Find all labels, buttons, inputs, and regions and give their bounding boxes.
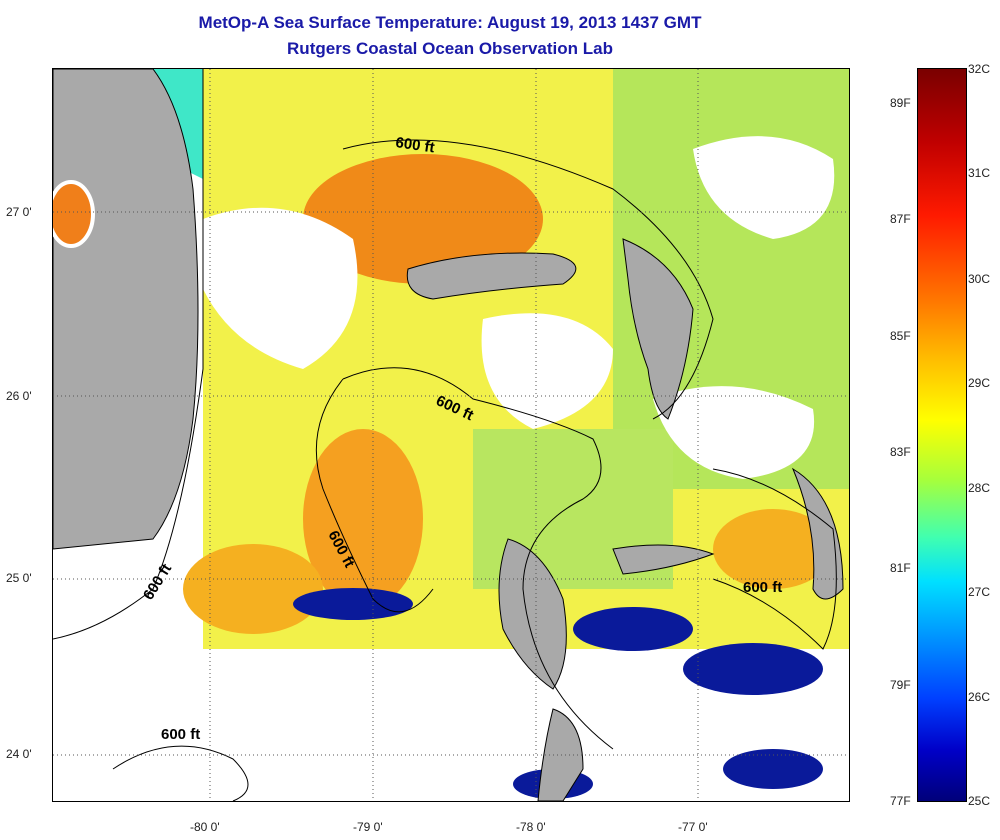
sst-cold-patch-3: [683, 643, 823, 695]
cloud-patch-1: [203, 207, 358, 369]
contour-label-5: 600 ft: [743, 579, 782, 596]
cloud-patch-3: [693, 136, 835, 239]
sst-warm-patch-southwest: [183, 544, 323, 634]
colorbar-label-77f: 77F: [890, 794, 911, 808]
contour-line-north: [342, 139, 714, 420]
colorbar-label-28c: 28C: [968, 481, 991, 495]
colorbar-label-26c: 26C: [968, 690, 991, 704]
colorbar-label-27c: 27C: [968, 585, 991, 599]
sst-cold-patch-4: [723, 749, 823, 789]
sst-warm-patch-east: [713, 509, 833, 589]
colorbar-label-25c: 25C: [968, 794, 991, 808]
sst-warm-patch-north: [303, 154, 543, 284]
land-eleuthera-east: [791, 467, 844, 600]
sst-map: 600 ft 600 ft 600 ft 600 ft 600 ft 600 f…: [52, 68, 850, 802]
lat-label-24: 24 0': [6, 747, 32, 761]
lat-label-26: 26 0': [6, 389, 32, 403]
colorbar-gradient: [918, 69, 966, 801]
contour-line-florida: [53, 69, 204, 640]
contour-label-6: 600 ft: [161, 726, 200, 743]
colorbar-label-83f: 83F: [890, 445, 911, 459]
lat-label-27: 27 0': [6, 205, 32, 219]
colorbar-label-29c: 29C: [968, 376, 991, 390]
graticule: [53, 69, 849, 801]
land-eleuthera-west: [612, 544, 715, 575]
title-line-2: Rutgers Coastal Ocean Observation Lab: [287, 39, 613, 58]
land-grand-bahama: [406, 252, 577, 300]
lat-label-25: 25 0': [6, 571, 32, 585]
contour-line-south: [112, 745, 249, 801]
sst-map-canvas: 600 ft 600 ft 600 ft 600 ft 600 ft 600 f…: [53, 69, 849, 801]
colorbar-label-79f: 79F: [890, 678, 911, 692]
colorbar-label-31c: 31C: [968, 166, 991, 180]
lon-label-78: -78 0': [516, 820, 546, 834]
cloud-patch-4: [653, 386, 815, 479]
sst-cold-patch-1: [293, 588, 413, 620]
cloud-patch-south: [53, 649, 393, 801]
sst-cold-patch-2: [573, 607, 693, 651]
colorbar-label-30c: 30C: [968, 272, 991, 286]
colorbar: [917, 68, 967, 802]
land-florida: [53, 69, 199, 550]
lon-label-79: -79 0': [353, 820, 383, 834]
land-andros-north: [498, 538, 567, 690]
contour-label-1: 600 ft: [394, 134, 435, 156]
land-andros-south: [537, 708, 584, 801]
colorbar-label-85f: 85F: [890, 329, 911, 343]
contour-line-central: [342, 367, 614, 750]
lon-label-77: -77 0': [678, 820, 708, 834]
colorbar-label-89f: 89F: [890, 96, 911, 110]
cloud-patch-2: [481, 313, 613, 429]
sst-warm-patch-central: [303, 429, 423, 609]
colorbar-label-81f: 81F: [890, 561, 911, 575]
title-line-1: MetOp-A Sea Surface Temperature: August …: [198, 13, 702, 32]
land-lake-okeechobee: [53, 180, 95, 248]
contour-line-east: [712, 468, 837, 650]
contour-line-west: [315, 378, 434, 613]
colorbar-label-87f: 87F: [890, 212, 911, 226]
lon-label-80: -80 0': [190, 820, 220, 834]
map-title: MetOp-A Sea Surface Temperature: August …: [0, 10, 900, 62]
land-abaco: [622, 238, 694, 420]
colorbar-label-32c: 32C: [968, 62, 991, 76]
